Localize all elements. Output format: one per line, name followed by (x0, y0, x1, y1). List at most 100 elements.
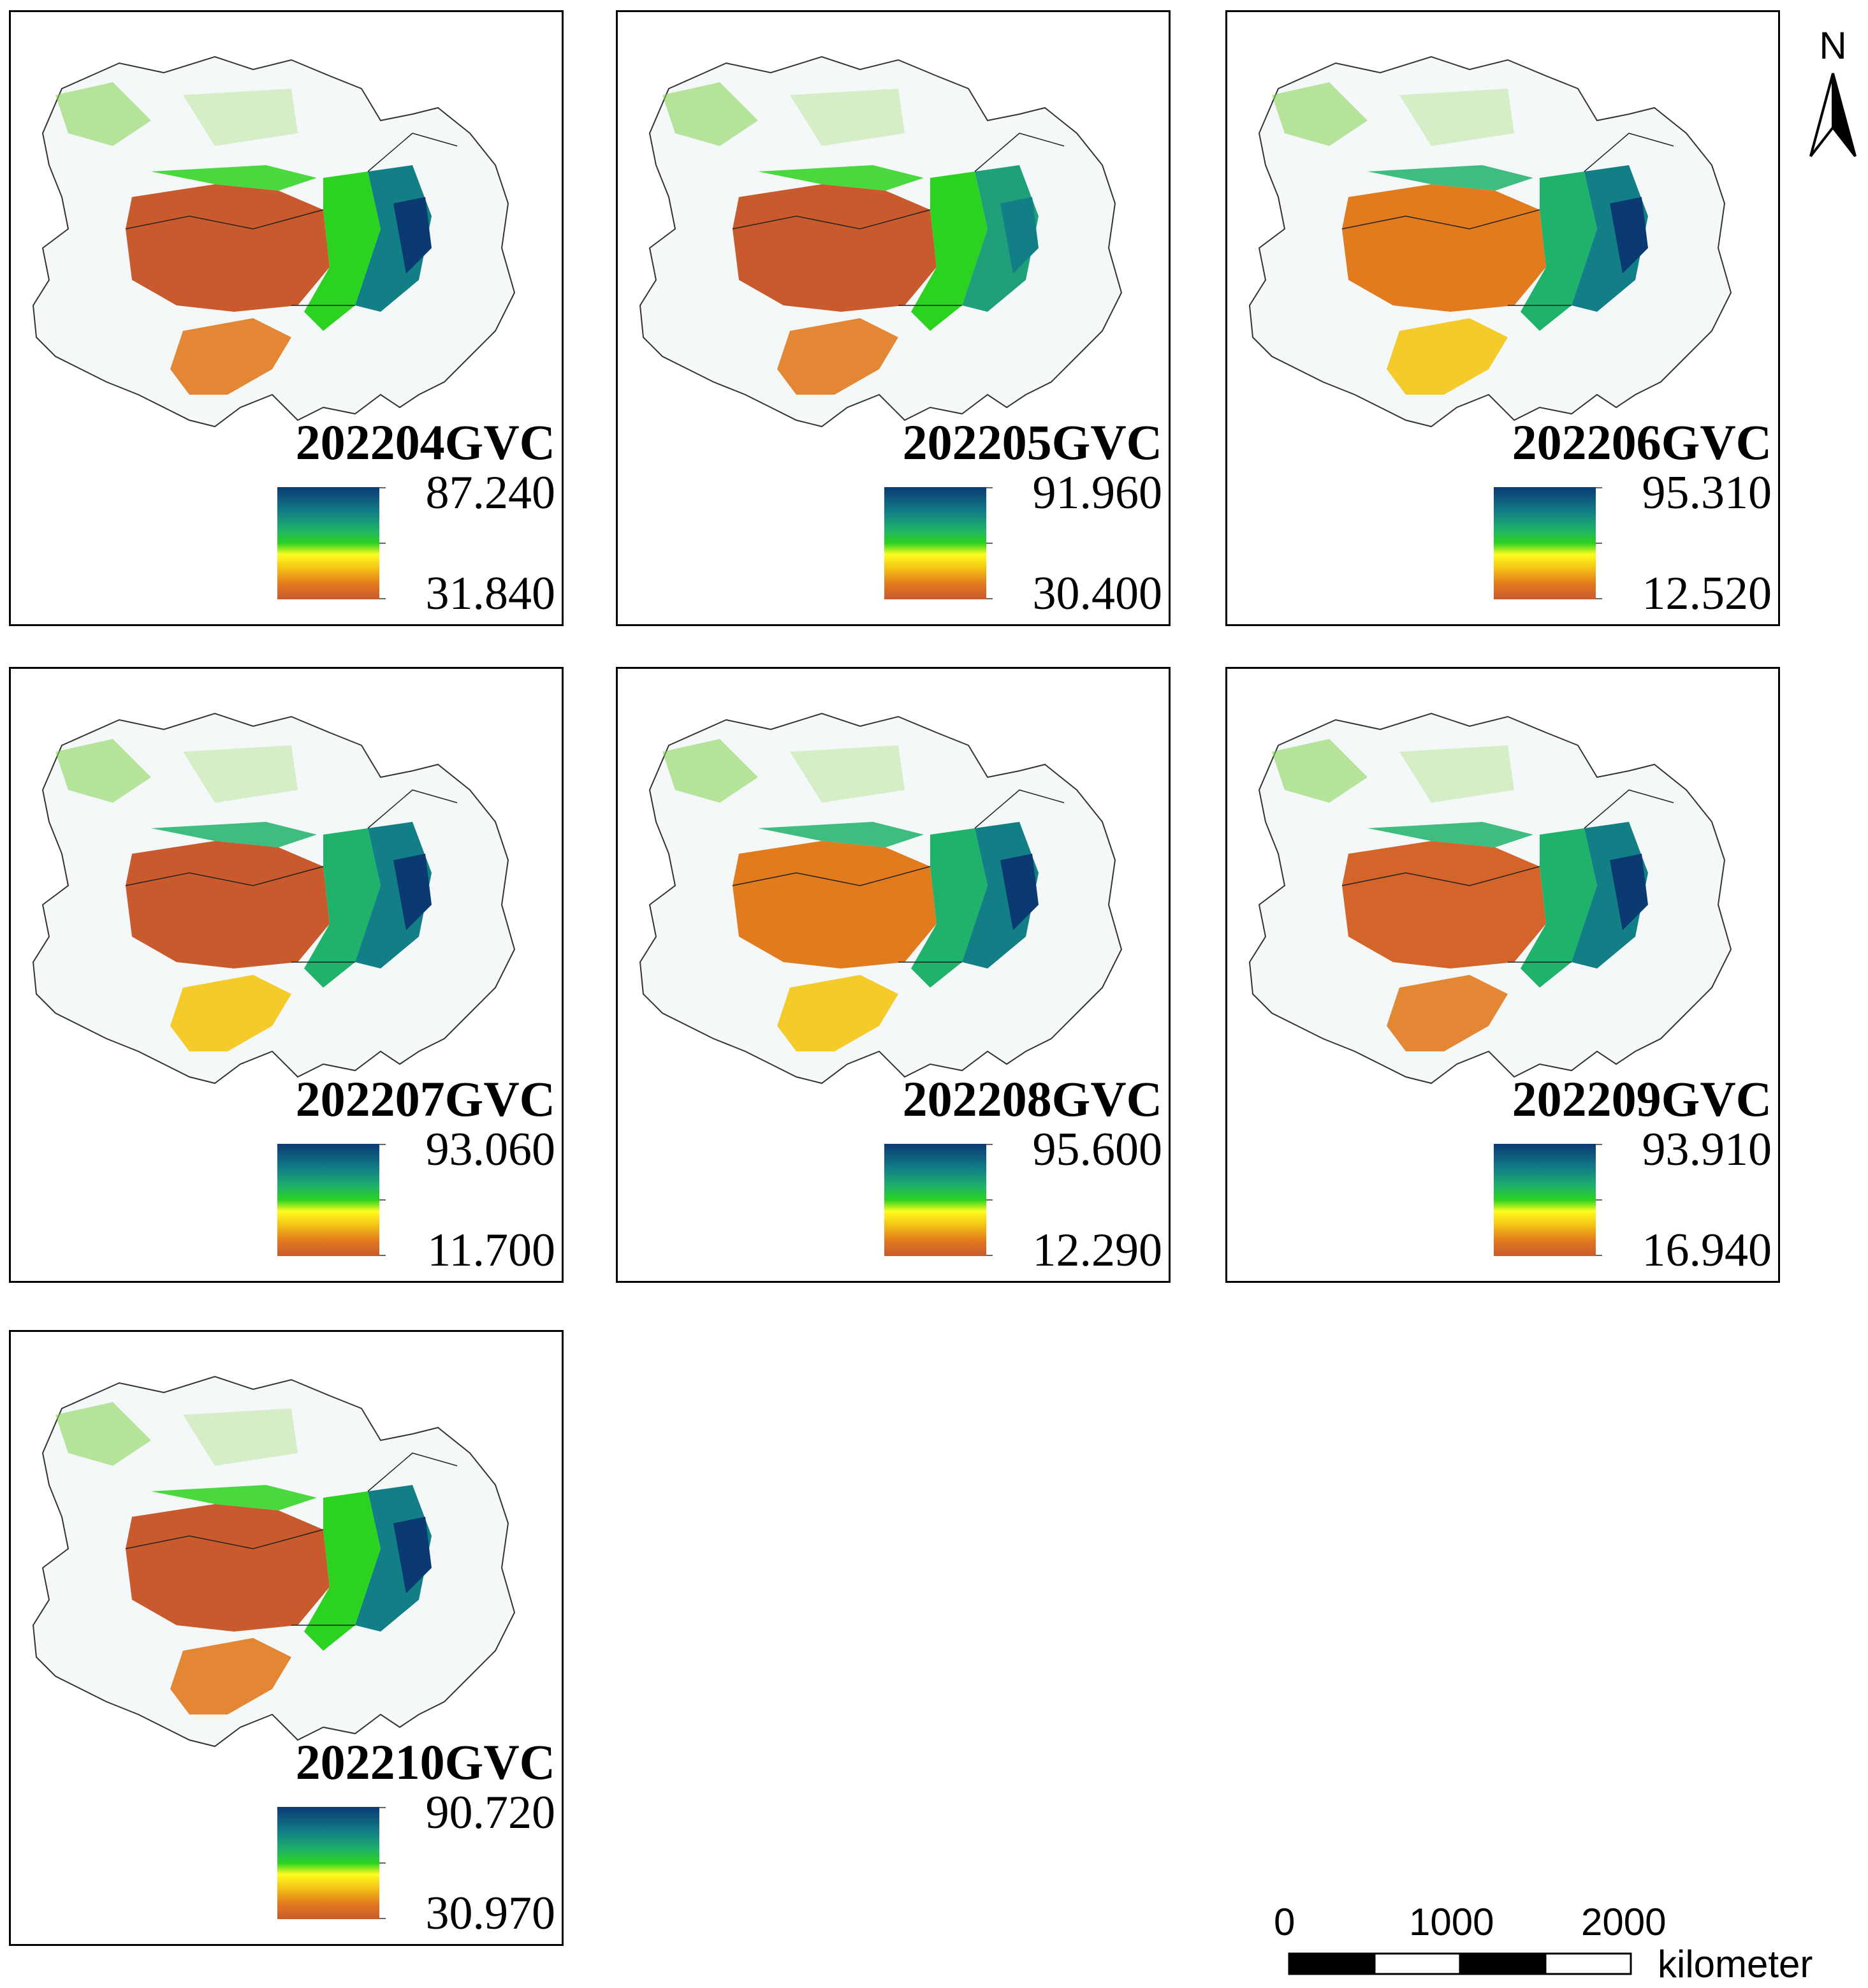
province-boundaries (125, 789, 458, 963)
legend-max-value: 90.720 (425, 1787, 556, 1839)
map-panel-7: 202210GVC 90.720 30.970 (9, 1330, 564, 1946)
map-panel-2: 202205GVC 91.960 30.400 (616, 10, 1171, 626)
legend-color-ramp (1494, 1144, 1602, 1256)
vegetation-patch-dense-forest (1610, 197, 1648, 274)
map-panel-3: 202206GVC 95.310 12.520 (1225, 10, 1780, 626)
legend-max-value: 95.310 (1642, 467, 1772, 519)
vegetation-patch-north (1399, 745, 1514, 803)
vegetation-patch-south (1387, 975, 1508, 1051)
vegetation-patch-west (126, 1504, 330, 1632)
province-boundaries (125, 1452, 458, 1626)
region-map (1248, 55, 1732, 428)
vegetation-patch-west (1342, 841, 1546, 968)
vegetation-patch-dense-forest (1610, 854, 1648, 930)
vegetation-patch-transition (304, 172, 381, 331)
vegetation-patch-north-west (662, 739, 758, 803)
scale-bar-graphic (1288, 1952, 1632, 1975)
vegetation-patch-west (733, 841, 937, 968)
region-map (32, 55, 516, 428)
vegetation-patch-dense-forest (1000, 197, 1039, 274)
panel-title: 202205GVC (902, 414, 1162, 470)
vegetation-patch-west (126, 841, 330, 968)
scale-label-1000: 1000 (1409, 1901, 1494, 1943)
map-panel-1: 202204GVC 87.240 31.840 (9, 10, 564, 626)
vegetation-patch-band (1368, 165, 1533, 191)
legend-min-value: 31.840 (425, 567, 556, 620)
vegetation-patch-transition (304, 828, 381, 988)
legend-min-value: 16.940 (1642, 1224, 1772, 1276)
vegetation-patch-west (1342, 184, 1546, 312)
vegetation-patch-north-west (1272, 82, 1368, 146)
vegetation-patch-transition (1521, 172, 1597, 331)
north-label: N (1819, 24, 1846, 67)
panel-title: 202209GVC (1512, 1071, 1772, 1127)
vegetation-patch-dense-forest (393, 197, 432, 274)
vegetation-patch-north-west (662, 82, 758, 146)
vegetation-patch-south (777, 318, 898, 395)
scale-label-0: 0 (1274, 1901, 1295, 1943)
vegetation-patch-dense-forest (393, 854, 432, 930)
legend-max-value: 87.240 (425, 467, 556, 519)
vegetation-patch-band (758, 165, 924, 191)
vegetation-patch-north (183, 1408, 298, 1466)
legend-color-ramp (277, 1807, 386, 1919)
legend-color-ramp (884, 487, 993, 599)
province-boundaries (732, 133, 1065, 306)
region-map (639, 55, 1123, 428)
vegetation-patch-band (151, 1485, 317, 1510)
scale-unit: kilometer (1658, 1943, 1813, 1985)
scale-bar: 0 1000 2000 kilometer (1250, 1900, 1862, 1985)
legend-max-value: 95.600 (1032, 1123, 1163, 1176)
panel-title: 202208GVC (902, 1071, 1162, 1127)
vegetation-patch-transition (911, 828, 988, 988)
vegetation-patch-dense-forest (1000, 854, 1039, 930)
north-arrow-icon: N (1809, 24, 1857, 157)
vegetation-patch-north-west (1272, 739, 1368, 803)
legend-color-ramp (884, 1144, 993, 1256)
vegetation-patch-north (790, 745, 905, 803)
vegetation-patch-south (1387, 318, 1508, 395)
region-map (639, 712, 1123, 1085)
vegetation-patch-north (183, 745, 298, 803)
legend-min-value: 12.520 (1642, 567, 1772, 620)
vegetation-patch-band (1368, 822, 1533, 847)
vegetation-patch-west (733, 184, 937, 312)
vegetation-patch-north-west (55, 1402, 151, 1466)
province-boundaries (125, 133, 458, 306)
vegetation-patch-south (170, 318, 291, 395)
panel-title: 202204GVC (295, 414, 555, 470)
vegetation-patch-transition (911, 172, 988, 331)
vegetation-patch-west (126, 184, 330, 312)
vegetation-patch-band (151, 822, 317, 847)
vegetation-patch-north-west (55, 82, 151, 146)
vegetation-patch-south (170, 1638, 291, 1714)
scale-label-2000: 2000 (1581, 1901, 1667, 1943)
map-panel-4: 202207GVC 93.060 11.700 (9, 667, 564, 1283)
panel-title: 202206GVC (1512, 414, 1772, 470)
vegetation-patch-south (777, 975, 898, 1051)
vegetation-patch-north (1399, 89, 1514, 146)
province-boundaries (732, 789, 1065, 963)
region-map (1248, 712, 1732, 1085)
vegetation-patch-north (790, 89, 905, 146)
legend-max-value: 93.060 (425, 1123, 556, 1176)
legend-min-value: 12.290 (1032, 1224, 1163, 1276)
vegetation-patch-transition (304, 1491, 381, 1651)
legend-color-ramp (1494, 487, 1602, 599)
vegetation-patch-dense-forest (393, 1517, 432, 1593)
legend-min-value: 30.400 (1032, 567, 1163, 620)
panel-title: 202210GVC (295, 1734, 555, 1790)
province-boundaries (1341, 789, 1674, 963)
legend-min-value: 11.700 (427, 1224, 555, 1276)
vegetation-patch-north-west (55, 739, 151, 803)
legend-max-value: 91.960 (1032, 467, 1163, 519)
vegetation-patch-band (151, 165, 317, 191)
map-panel-5: 202208GVC 95.600 12.290 (616, 667, 1171, 1283)
legend-color-ramp (277, 487, 386, 599)
region-map (32, 1375, 516, 1748)
map-panel-6: 202209GVC 93.910 16.940 (1225, 667, 1780, 1283)
legend-min-value: 30.970 (425, 1887, 556, 1940)
legend-color-ramp (277, 1144, 386, 1256)
province-boundaries (1341, 133, 1674, 306)
vegetation-patch-transition (1521, 828, 1597, 988)
